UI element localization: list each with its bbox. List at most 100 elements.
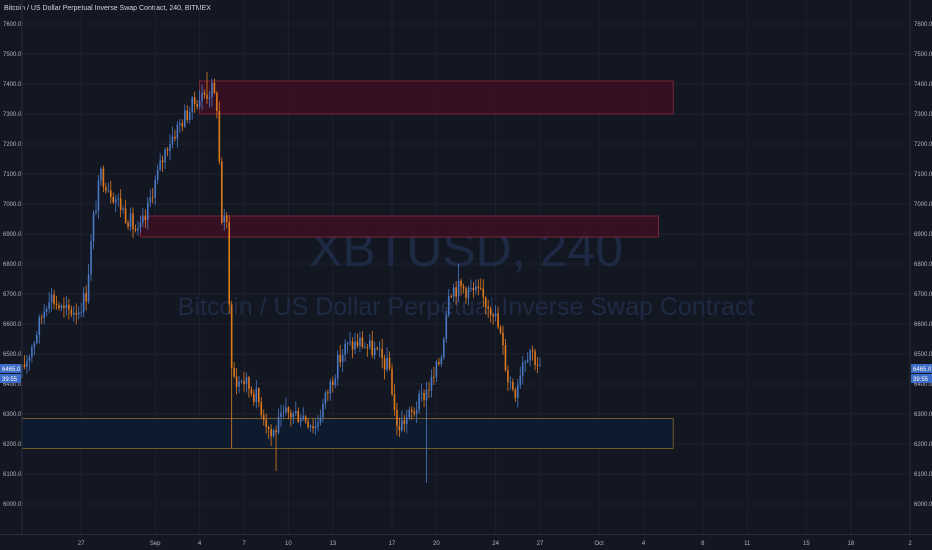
candle-body: [489, 308, 492, 315]
candle-body: [265, 419, 267, 428]
candle-body: [440, 357, 443, 364]
candle-body: [406, 417, 408, 425]
y-tick-label: 6700.0: [3, 292, 22, 298]
chart-title: Bitcoin / US Dollar Perpetual Inverse Sw…: [4, 5, 211, 12]
candle-body: [381, 348, 383, 359]
x-tick-label: 8: [701, 541, 705, 547]
candle-body: [68, 304, 70, 310]
candle-body: [504, 345, 507, 371]
y-tick-label: 6400.0: [914, 382, 932, 388]
x-axis[interactable]: 27 Sep 4 7 10 13 17 20 24 27 Oct 4 8 11 15 18 2: [78, 541, 912, 547]
y-tick-label: 6700.0: [914, 292, 932, 298]
candle-body: [455, 287, 457, 297]
candle-body: [366, 346, 369, 348]
candle-body: [376, 347, 378, 349]
candle-body: [262, 415, 265, 420]
candle-body: [223, 215, 226, 223]
candle-body: [475, 286, 477, 291]
candle-body: [435, 362, 438, 378]
candle-body: [415, 410, 418, 414]
candle-body: [28, 356, 31, 361]
candle-body: [378, 348, 381, 350]
candle-body: [277, 417, 280, 433]
y-tick-label: 7600.0: [914, 22, 932, 28]
candle-body: [23, 364, 26, 367]
candle-body: [336, 354, 339, 379]
candle-body: [85, 293, 87, 302]
candle-body: [275, 430, 277, 433]
last-price-left: 6465.0: [2, 367, 21, 373]
candle-body: [314, 426, 317, 429]
candle-body: [487, 306, 489, 309]
candle-body: [450, 296, 452, 297]
candle-body: [351, 341, 354, 350]
candle-body: [447, 296, 450, 315]
candle-body: [48, 302, 50, 309]
y-tick-label: 6100.0: [914, 472, 932, 478]
candle-body: [181, 123, 184, 127]
y-tick-label: 7500.0: [914, 52, 932, 58]
supply-zone: [139, 215, 659, 238]
candle-body: [282, 412, 285, 413]
y-tick-label: 6400.0: [3, 382, 22, 388]
candle-body: [531, 350, 534, 352]
candle-body: [134, 229, 137, 231]
y-tick-label: 6200.0: [3, 442, 22, 448]
candle-body: [526, 360, 529, 362]
candle-body: [497, 313, 499, 328]
candle-body: [299, 419, 302, 422]
candle-body: [36, 335, 38, 343]
candle-body: [317, 422, 319, 427]
zones[interactable]: [21, 80, 674, 449]
candle-body: [396, 409, 398, 427]
candle-body: [206, 94, 208, 99]
x-tick-label: 4: [198, 541, 202, 547]
y-tick-label: 7400.0: [914, 82, 932, 88]
candle-body: [539, 364, 541, 366]
candle-body: [156, 169, 159, 180]
candle-body: [238, 381, 240, 387]
x-tick-label: Sep: [150, 541, 161, 547]
y-tick-label: 7200.0: [3, 142, 22, 148]
candle-body: [307, 421, 309, 428]
y-axis-left[interactable]: 7600.0 7500.0 7400.0 7300.0 7200.0 7100.0 7000…: [3, 22, 22, 508]
candle-body: [50, 294, 53, 303]
candle-body: [201, 92, 203, 101]
candle-body: [356, 341, 359, 346]
y-axis-right[interactable]: 7600.0 7500.0 7400.0 7300.0 7200.0 7100.0 7000…: [914, 22, 932, 508]
candle-body: [322, 403, 324, 418]
candle-body: [230, 304, 233, 368]
candle-body: [341, 354, 344, 363]
candle-body: [243, 380, 245, 385]
y-tick-label: 6500.0: [3, 352, 22, 358]
candle-body: [80, 312, 82, 314]
candle-body: [260, 402, 263, 416]
candle-body: [480, 288, 482, 289]
y-tick-label: 6800.0: [914, 262, 932, 268]
x-tick-label: 20: [433, 541, 440, 547]
y-tick-label: 6000.0: [3, 502, 22, 508]
y-tick-label: 6200.0: [914, 442, 932, 448]
y-tick-label: 7300.0: [3, 112, 22, 118]
candle-body: [124, 208, 127, 223]
candle-body: [208, 97, 211, 99]
candle-body: [517, 385, 519, 398]
candle-body: [147, 202, 149, 220]
candle-body: [534, 351, 536, 365]
candle-body: [107, 190, 110, 192]
candle-body: [70, 309, 73, 315]
candle-body: [105, 186, 107, 191]
candle-body: [457, 280, 460, 297]
candle-body: [55, 304, 58, 306]
candle-body: [33, 342, 36, 348]
candle-body: [258, 388, 260, 403]
candle-body: [233, 367, 235, 377]
x-tick-label: 4: [642, 541, 646, 547]
candle-body: [45, 308, 48, 312]
candle-body: [507, 370, 509, 383]
candle-body: [361, 337, 364, 348]
candle-body: [228, 222, 230, 305]
candle-body: [211, 82, 213, 98]
y-tick-label: 7300.0: [914, 112, 932, 118]
